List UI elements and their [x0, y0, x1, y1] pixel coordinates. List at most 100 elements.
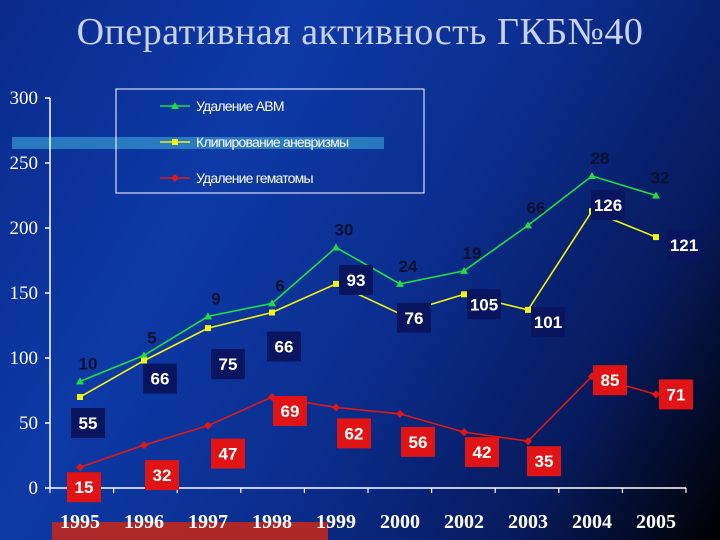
y-tick-label: 100 [10, 348, 39, 369]
series-3-point [204, 421, 212, 430]
series-3-data-label: 35 [535, 452, 554, 471]
y-tick-label: 0 [29, 478, 39, 499]
series-3-data-label: 42 [473, 443, 492, 462]
series-3-data-label: 62 [345, 424, 364, 443]
series-2-label-box [211, 349, 245, 380]
series-1-data-label: 66 [527, 198, 546, 217]
series-2-data-label: 55 [79, 414, 98, 433]
legend-box [115, 88, 425, 194]
series-1-data-label: 10 [79, 354, 98, 373]
series-1-data-label: 9 [211, 289, 220, 308]
series-1-point [396, 279, 404, 287]
series-1-point [204, 312, 212, 320]
x-tick-label: 1997 [188, 511, 228, 533]
series-line-3 [79, 375, 657, 468]
y-tick-label: 250 [10, 153, 39, 174]
series-1-point [460, 266, 468, 274]
series-2-point [269, 309, 275, 316]
series-2-label-box [143, 363, 177, 394]
y-tick-label: 50 [19, 413, 38, 434]
series-1-data-label: 30 [335, 221, 354, 240]
series-3-data-label: 85 [601, 371, 620, 390]
series-3-label-box [337, 418, 371, 449]
series-3-point [332, 403, 340, 412]
series-2-point [525, 306, 531, 313]
series-3-data-label: 47 [219, 445, 238, 464]
y-tick-label: 150 [10, 283, 39, 304]
series-3-label-box [593, 365, 627, 396]
series-1-data-label: 6 [275, 276, 284, 295]
series-1-data-label: 24 [399, 257, 418, 276]
series-2-data-label: 121 [670, 236, 698, 255]
series-3-point [140, 441, 148, 450]
series-3-point [652, 390, 660, 399]
series-1-data-label: 32 [651, 169, 670, 188]
series-3-point [396, 409, 404, 418]
x-tick-label: 2004 [572, 511, 612, 533]
y-tick-label: 200 [10, 218, 39, 239]
series-1-data-label: 5 [147, 328, 156, 347]
series-3-data-label: 69 [281, 402, 300, 421]
series-2-point [141, 357, 147, 364]
series-1-point [524, 221, 532, 229]
series-2-data-label: 93 [347, 271, 366, 290]
series-2-point [461, 291, 467, 298]
series-3-label-box [67, 472, 101, 503]
x-tick-label: 2005 [636, 511, 676, 533]
y-tick-label: 300 [10, 88, 39, 109]
series-2-label-box [397, 302, 431, 333]
series-3-point [76, 463, 84, 472]
series-3-label-box [465, 437, 499, 468]
series-3-point [460, 428, 468, 437]
series-2-point [77, 394, 83, 400]
series-1-point [76, 377, 84, 385]
series-2-label-box [667, 230, 701, 261]
series-2-data-label: 76 [405, 309, 424, 328]
series-3-data-label: 56 [409, 433, 428, 452]
slide-title: Оперативная активность ГКБ№40 [76, 11, 644, 53]
series-line-2 [79, 210, 657, 398]
series-1-data-label: 19 [463, 244, 482, 263]
series-3-label-box [527, 446, 561, 477]
series-2-data-label: 105 [470, 295, 498, 314]
x-tick-label: 2003 [508, 511, 548, 533]
series-2-label-box [467, 289, 501, 320]
legend-label: Удаление АВМ [196, 98, 284, 114]
series-2-label-box [267, 331, 301, 362]
legend-marker [171, 174, 179, 182]
series-2-data-label: 75 [219, 355, 238, 374]
x-tick-label: 2002 [444, 511, 484, 533]
legend-label: Клипирование аневризмы [196, 134, 349, 150]
series-2-data-label: 66 [275, 338, 294, 357]
series-3-data-label: 32 [153, 466, 172, 485]
x-tick-label: 1999 [316, 511, 356, 533]
x-tick-label: 1996 [124, 511, 164, 533]
series-1-point [140, 351, 148, 359]
series-1-point [652, 191, 660, 199]
x-tick-label: 2000 [380, 511, 420, 533]
series-2-label-box [339, 264, 373, 295]
series-1-data-label: 28 [591, 149, 610, 168]
series-3-label-box [273, 396, 307, 426]
series-2-label-box [71, 408, 105, 438]
series-3-point [524, 437, 532, 446]
legend-marker [171, 102, 179, 109]
series-2-data-label: 66 [151, 370, 170, 389]
series-3-label-box [401, 426, 435, 457]
series-3-label-box [211, 438, 245, 469]
series-2-label-box [531, 306, 565, 337]
x-tick-label: 1998 [252, 511, 292, 533]
series-2-label-box [591, 190, 625, 221]
series-1-point [268, 299, 276, 307]
bottom-accent-band [52, 522, 328, 540]
legend-highlight-band [12, 137, 384, 149]
series-2-point [333, 280, 339, 287]
legend-marker [172, 139, 178, 145]
series-2-data-label: 101 [534, 313, 562, 332]
x-tick-label: 1995 [60, 511, 100, 533]
series-2-data-label: 126 [594, 196, 622, 215]
series-3-data-label: 15 [75, 478, 94, 497]
legend-label: Удаление гематомы [196, 170, 313, 186]
